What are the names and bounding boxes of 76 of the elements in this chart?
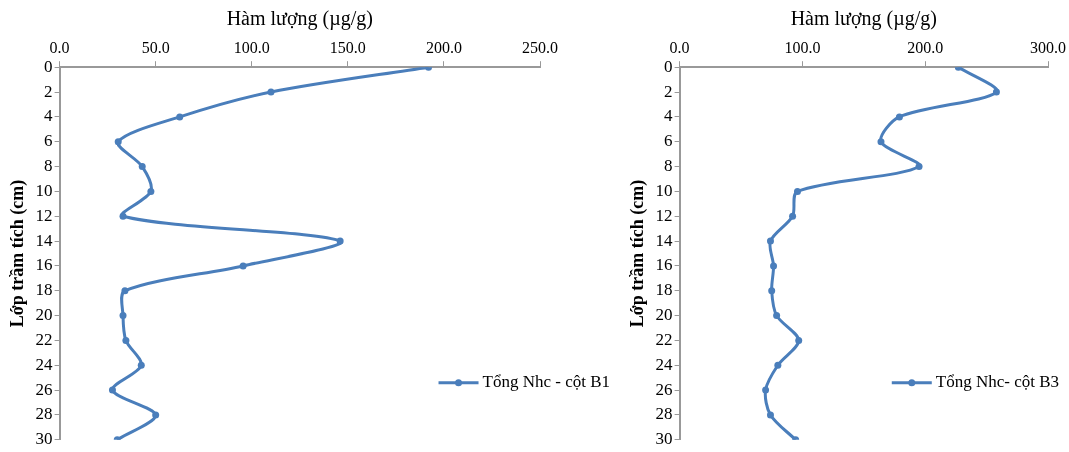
y-tick-label: 12 bbox=[655, 205, 673, 225]
x-tick-label: 200.0 bbox=[907, 38, 944, 56]
y-tick-label: 28 bbox=[655, 404, 673, 424]
x-tick-label: 0.0 bbox=[669, 38, 690, 56]
point bbox=[108, 386, 116, 394]
legend-label: Tổng Nhc - cột B1 bbox=[482, 372, 611, 392]
y-tick-label: 14 bbox=[655, 230, 674, 250]
y-tick-label: 22 bbox=[655, 329, 673, 349]
y-tick-label: 8 bbox=[44, 156, 53, 176]
y-tick-label: 24 bbox=[655, 354, 674, 374]
y-tick-label: 6 bbox=[664, 131, 673, 151]
point bbox=[774, 361, 782, 369]
y-axis-title: Lớp trầm tích (cm) bbox=[627, 179, 649, 328]
point bbox=[121, 287, 129, 295]
y-tick-label: 28 bbox=[35, 404, 53, 424]
y-tick-label: 24 bbox=[35, 354, 54, 374]
y-tick-label: 16 bbox=[655, 255, 673, 275]
y-tick-label: 10 bbox=[35, 180, 53, 200]
y-tick-label: 30 bbox=[35, 429, 53, 449]
y-tick-label: 22 bbox=[35, 329, 53, 349]
y-tick-label: 18 bbox=[655, 280, 673, 300]
point bbox=[119, 312, 127, 320]
point bbox=[147, 187, 155, 195]
point bbox=[239, 262, 247, 270]
point bbox=[915, 163, 923, 171]
point bbox=[992, 88, 1000, 96]
y-tick-label: 20 bbox=[35, 305, 53, 325]
x-tick-label: 0.0 bbox=[49, 38, 70, 56]
x-tick-label: 100.0 bbox=[784, 38, 821, 56]
point bbox=[138, 163, 146, 171]
point bbox=[114, 138, 122, 146]
y-tick-label: 2 bbox=[44, 81, 53, 101]
y-tick-label: 4 bbox=[664, 106, 674, 126]
y-tick-label: 4 bbox=[44, 106, 54, 126]
point bbox=[119, 212, 127, 220]
x-tick-label: 50.0 bbox=[141, 38, 170, 56]
point bbox=[789, 212, 797, 220]
point bbox=[137, 361, 145, 369]
point bbox=[122, 336, 130, 344]
y-tick-label: 6 bbox=[44, 131, 53, 151]
y-tick-label: 18 bbox=[35, 280, 53, 300]
x-axis-title: Hàm lượng (µg/g) bbox=[226, 7, 373, 31]
y-tick-label: 12 bbox=[35, 205, 53, 225]
point bbox=[176, 113, 184, 121]
legend-label: Tổng Nhc- cột B3 bbox=[935, 372, 1060, 392]
point bbox=[766, 411, 774, 419]
x-axis-title: Hàm lượng (µg/g) bbox=[790, 7, 937, 31]
point bbox=[152, 411, 160, 419]
y-tick-label: 30 bbox=[655, 429, 673, 449]
point bbox=[762, 386, 770, 394]
y-axis-title: Lớp trầm tích (cm) bbox=[7, 179, 29, 328]
x-tick-label: 200.0 bbox=[425, 38, 462, 56]
y-tick-label: 0 bbox=[44, 56, 53, 76]
y-tick-label: 20 bbox=[655, 305, 673, 325]
x-tick-label: 100.0 bbox=[233, 38, 270, 56]
point bbox=[766, 237, 774, 245]
x-tick-label: 150.0 bbox=[329, 38, 366, 56]
point bbox=[895, 113, 903, 121]
point bbox=[795, 336, 803, 344]
y-tick-label: 14 bbox=[35, 230, 54, 250]
y-tick-label: 8 bbox=[664, 156, 673, 176]
y-tick-label: 2 bbox=[664, 81, 673, 101]
x-tick-label: 300.0 bbox=[1030, 38, 1066, 56]
point bbox=[773, 312, 781, 320]
x-tick-label: 250.0 bbox=[522, 38, 558, 56]
point bbox=[336, 237, 344, 245]
y-tick-label: 10 bbox=[655, 180, 673, 200]
point bbox=[770, 262, 778, 270]
point bbox=[267, 88, 275, 96]
point bbox=[793, 187, 801, 195]
y-tick-label: 16 bbox=[35, 255, 53, 275]
y-tick-label: 26 bbox=[35, 379, 53, 399]
point bbox=[877, 138, 885, 146]
point bbox=[768, 287, 776, 295]
y-tick-label: 26 bbox=[655, 379, 673, 399]
y-tick-label: 0 bbox=[664, 56, 673, 76]
